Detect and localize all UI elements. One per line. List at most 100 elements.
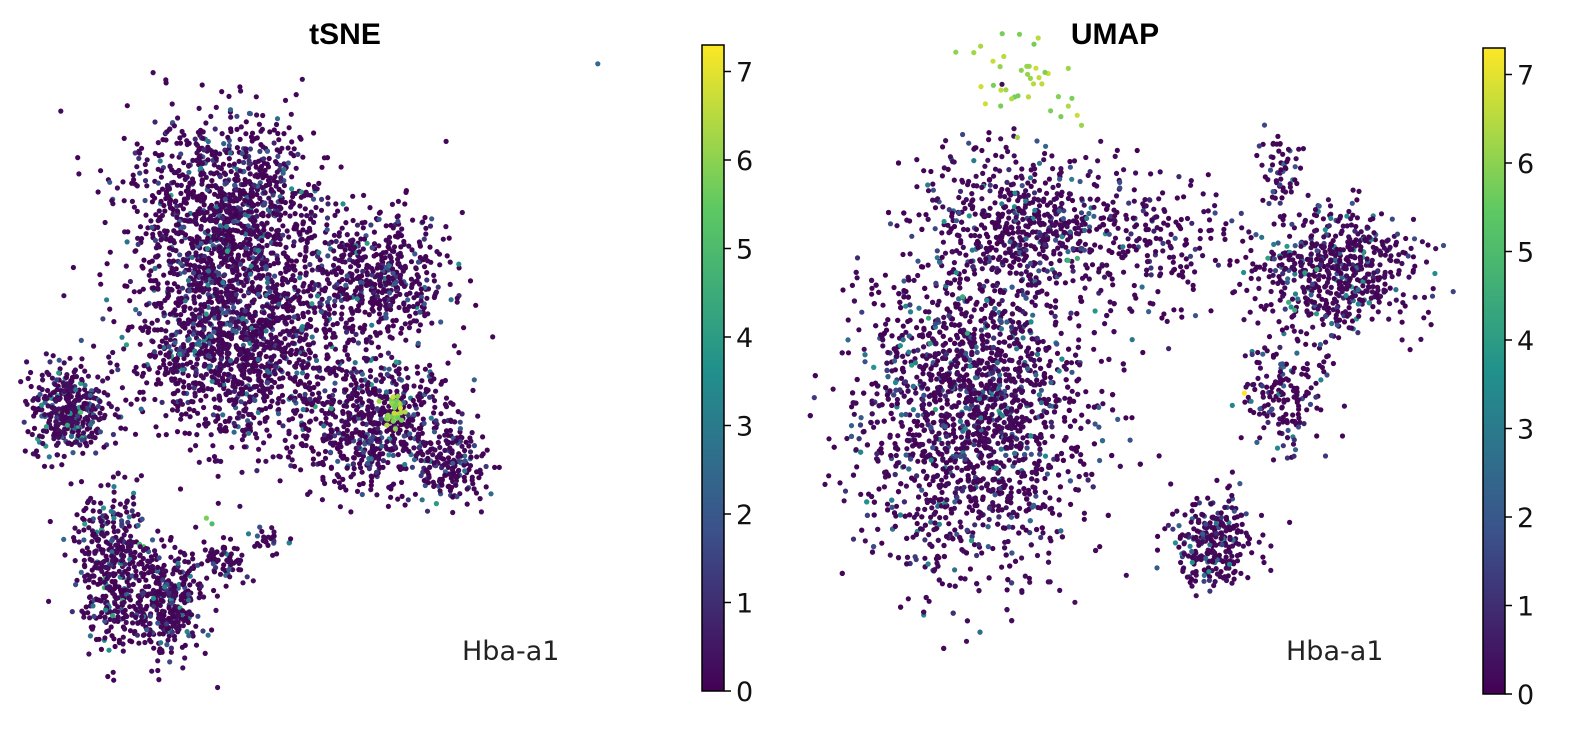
- cell-point: [51, 436, 57, 442]
- cell-point: [322, 410, 328, 417]
- cell-point: [322, 285, 329, 291]
- cell-point: [123, 397, 129, 403]
- cell-point: [227, 415, 233, 421]
- cell-point: [435, 439, 441, 446]
- cell-point: [136, 593, 142, 600]
- cell-point: [284, 228, 290, 234]
- cell-point: [274, 169, 280, 175]
- cell-point: [434, 249, 440, 255]
- cell-point: [361, 449, 367, 455]
- cell-point: [299, 370, 306, 376]
- cell-point: [123, 263, 129, 269]
- cell-point: [237, 206, 243, 212]
- cell-point: [309, 267, 315, 273]
- cell-point: [313, 357, 320, 364]
- cell-point: [310, 250, 316, 256]
- cell-point: [178, 295, 184, 301]
- cell-point: [330, 330, 337, 337]
- cell-point: [297, 294, 303, 300]
- cell-point: [166, 245, 173, 251]
- cell-point: [302, 391, 308, 397]
- cell-point: [227, 150, 233, 156]
- cell-point: [261, 156, 267, 162]
- cell-point: [216, 264, 222, 270]
- cell-point: [300, 154, 306, 160]
- cell-point: [230, 237, 236, 243]
- cell-point: [378, 271, 384, 277]
- cell-point: [28, 369, 34, 376]
- cell-point: [163, 328, 169, 334]
- cell-point: [190, 157, 196, 163]
- cell-point: [99, 530, 105, 536]
- cell-point: [142, 178, 149, 184]
- cell-point: [171, 240, 177, 246]
- cell-point: [381, 296, 388, 302]
- cell-point: [203, 371, 209, 377]
- cell-point: [143, 212, 149, 218]
- cell-point: [236, 352, 242, 358]
- cell-point: [306, 355, 312, 361]
- cell-point: [250, 219, 256, 225]
- cell-point: [357, 465, 364, 471]
- cell-point: [219, 89, 225, 95]
- cell-point: [180, 623, 186, 629]
- cell-point: [222, 171, 229, 177]
- cell-point: [201, 363, 207, 369]
- cell-point: [447, 445, 453, 451]
- cell-point: [219, 131, 225, 137]
- cell-point: [104, 261, 110, 267]
- cell-point: [291, 146, 297, 152]
- cell-point: [448, 417, 454, 424]
- cell-point: [73, 582, 79, 588]
- cell-point: [297, 252, 303, 258]
- cell-point: [178, 312, 184, 318]
- cell-point: [172, 637, 178, 643]
- cell-point: [205, 235, 211, 241]
- cell-point: [300, 433, 306, 439]
- cell-point: [343, 487, 349, 493]
- cell-point: [176, 167, 182, 174]
- cell-point: [154, 578, 160, 585]
- cell-point: [303, 248, 309, 254]
- cell-point: [365, 382, 371, 389]
- cell-point: [198, 373, 204, 379]
- cell-point: [416, 397, 422, 403]
- cell-point: [281, 355, 287, 361]
- cell-point: [298, 136, 304, 142]
- cell-point: [138, 325, 144, 331]
- cell-point: [287, 350, 293, 356]
- cell-point: [85, 373, 91, 379]
- cell-point: [108, 508, 114, 514]
- cell-point: [145, 225, 151, 231]
- cell-point: [352, 360, 358, 366]
- cell-point: [229, 444, 235, 450]
- cell-point: [223, 224, 230, 230]
- cell-point: [123, 527, 129, 534]
- cell-point: [169, 407, 176, 413]
- cell-point: [241, 265, 247, 272]
- cell-point: [354, 488, 361, 494]
- cell-point: [179, 412, 185, 418]
- cell-point: [406, 325, 412, 331]
- cell-point: [287, 449, 293, 455]
- cell-point: [77, 442, 83, 448]
- cell-point: [287, 395, 293, 401]
- cell-point: [259, 221, 265, 227]
- cell-point: [274, 211, 280, 218]
- cell-point: [266, 155, 272, 162]
- cell-point: [174, 214, 180, 220]
- cell-point: [127, 278, 133, 285]
- cell-point: [386, 452, 392, 458]
- cell-point: [285, 160, 291, 166]
- cell-point: [370, 443, 376, 449]
- cell-point: [88, 407, 95, 413]
- cell-point: [281, 131, 287, 137]
- cell-point: [335, 266, 341, 272]
- cell-point: [361, 355, 367, 361]
- cell-point: [199, 161, 206, 167]
- cell-point: [107, 249, 113, 255]
- cell-point: [420, 452, 426, 458]
- cell-point: [421, 236, 427, 242]
- cell-point: [414, 272, 420, 278]
- cell-point: [326, 394, 332, 400]
